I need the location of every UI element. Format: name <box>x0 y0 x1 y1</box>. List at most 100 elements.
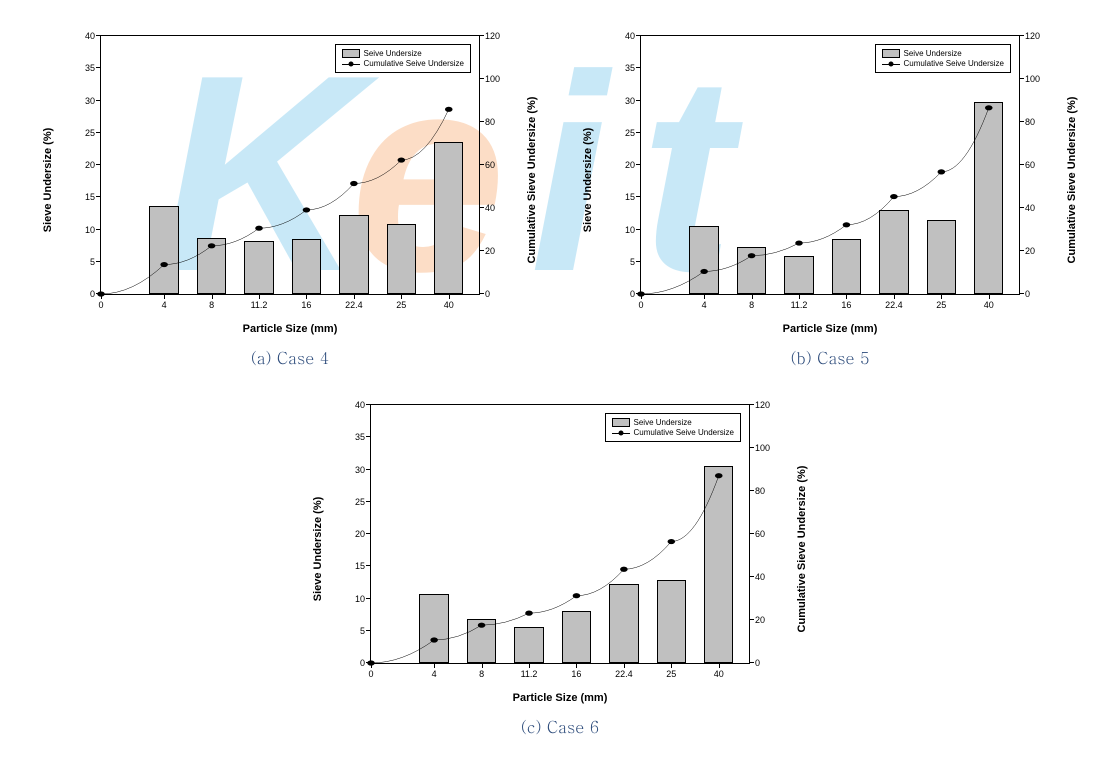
legend-bar-label: Seive Undersize <box>364 49 422 58</box>
chart-block-case6: Sieve Undersize (%) Cumulative Sieve Und… <box>310 389 810 738</box>
y-left-tick: 10 <box>625 225 641 235</box>
caption-case5: (b) Case 5 <box>791 346 870 369</box>
y-right-tick: 120 <box>1019 31 1040 41</box>
bar <box>244 241 273 294</box>
y-left-label: Sieve Undersize (%) <box>42 128 54 233</box>
bar <box>149 206 178 294</box>
y-right-tick: 60 <box>749 529 765 539</box>
y-right-tick: 80 <box>749 486 765 496</box>
y-right-tick: 60 <box>479 160 495 170</box>
y-left-tick: 30 <box>355 465 371 475</box>
y-left-label: Sieve Undersize (%) <box>582 128 594 233</box>
y-right-tick: 120 <box>479 31 500 41</box>
y-left-tick: 25 <box>625 128 641 138</box>
bar <box>784 256 813 294</box>
y-left-tick: 35 <box>85 63 101 73</box>
y-left-tick: 20 <box>625 160 641 170</box>
legend-line-label: Cumulative Seive Undersize <box>904 59 1005 68</box>
legend-bar-swatch <box>882 49 900 58</box>
caption-case6: (c) Case 6 <box>521 715 599 738</box>
legend-line-swatch <box>342 59 360 68</box>
y-right-tick: 20 <box>1019 246 1035 256</box>
y-left-tick: 5 <box>90 257 101 267</box>
x-label: Particle Size (mm) <box>513 692 608 704</box>
plot-area-case6: Seive Undersize Cumulative Seive Undersi… <box>370 404 750 664</box>
legend: Seive Undersize Cumulative Seive Undersi… <box>875 44 1012 73</box>
plot-area-case4: Seive Undersize Cumulative Seive Undersi… <box>100 35 480 295</box>
y-right-tick: 40 <box>749 572 765 582</box>
y-left-tick: 20 <box>355 529 371 539</box>
y-right-tick: 0 <box>749 658 760 668</box>
y-left-tick: 35 <box>625 63 641 73</box>
y-right-tick: 100 <box>479 74 500 84</box>
legend-line-label: Cumulative Seive Undersize <box>364 59 465 68</box>
bar <box>927 220 956 294</box>
y-left-tick: 15 <box>625 192 641 202</box>
y-right-tick: 0 <box>1019 289 1030 299</box>
y-left-tick: 10 <box>85 225 101 235</box>
y-left-tick: 10 <box>355 594 371 604</box>
chart-block-case5: Sieve Undersize (%) Cumulative Sieve Und… <box>580 20 1080 369</box>
y-right-tick: 60 <box>1019 160 1035 170</box>
bar <box>292 239 321 294</box>
caption-case4: (a) Case 4 <box>251 346 329 369</box>
legend-line-swatch <box>612 428 630 437</box>
y-left-tick: 25 <box>85 128 101 138</box>
y-left-tick: 40 <box>85 31 101 41</box>
y-right-tick: 0 <box>479 289 490 299</box>
charts-container: Sieve Undersize (%) Cumulative Sieve Und… <box>0 0 1120 758</box>
y-left-tick: 40 <box>355 400 371 410</box>
y-left-tick: 40 <box>625 31 641 41</box>
bar <box>562 611 591 663</box>
legend-bar-label: Seive Undersize <box>634 418 692 427</box>
y-right-label: Cumulative Sieve Undersize (%) <box>1066 97 1078 264</box>
y-right-tick: 20 <box>479 246 495 256</box>
bar <box>974 102 1003 294</box>
y-right-tick: 100 <box>1019 74 1040 84</box>
legend: Seive Undersize Cumulative Seive Undersi… <box>605 413 742 442</box>
bar <box>419 594 448 663</box>
chart-frame-case5: Sieve Undersize (%) Cumulative Sieve Und… <box>580 20 1080 340</box>
x-label: Particle Size (mm) <box>243 323 338 335</box>
y-right-tick: 120 <box>749 400 770 410</box>
y-left-tick: 20 <box>85 160 101 170</box>
y-left-tick: 35 <box>355 432 371 442</box>
y-left-tick: 5 <box>360 626 371 636</box>
bar <box>832 239 861 294</box>
chart-frame-case4: Sieve Undersize (%) Cumulative Sieve Und… <box>40 20 540 340</box>
legend-line-swatch <box>882 59 900 68</box>
bar <box>609 584 638 663</box>
y-left-tick: 25 <box>355 497 371 507</box>
bar <box>197 238 226 294</box>
y-right-tick: 40 <box>479 203 495 213</box>
y-left-tick: 30 <box>85 96 101 106</box>
y-right-tick: 20 <box>749 615 765 625</box>
bar <box>737 247 766 294</box>
bar <box>879 210 908 294</box>
y-left-tick: 15 <box>85 192 101 202</box>
bar <box>657 580 686 663</box>
legend-bar-label: Seive Undersize <box>904 49 962 58</box>
y-right-label: Cumulative Sieve Undersize (%) <box>526 97 538 264</box>
legend-bar-swatch <box>612 418 630 427</box>
bar <box>704 466 733 663</box>
chart-frame-case6: Sieve Undersize (%) Cumulative Sieve Und… <box>310 389 810 709</box>
y-right-tick: 100 <box>749 443 770 453</box>
plot-area-case5: Seive Undersize Cumulative Seive Undersi… <box>640 35 1020 295</box>
bar <box>387 224 416 294</box>
bar <box>467 619 496 664</box>
bar <box>689 226 718 294</box>
y-left-tick: 30 <box>625 96 641 106</box>
y-left-tick: 15 <box>355 561 371 571</box>
bar <box>514 627 543 663</box>
y-left-tick: 5 <box>630 257 641 267</box>
legend: Seive Undersize Cumulative Seive Undersi… <box>335 44 472 73</box>
y-right-tick: 80 <box>1019 117 1035 127</box>
chart-block-case4: Sieve Undersize (%) Cumulative Sieve Und… <box>40 20 540 369</box>
y-left-label: Sieve Undersize (%) <box>312 497 324 602</box>
y-right-tick: 80 <box>479 117 495 127</box>
bar <box>434 142 463 294</box>
y-right-tick: 40 <box>1019 203 1035 213</box>
y-right-label: Cumulative Sieve Undersize (%) <box>796 466 808 633</box>
legend-line-label: Cumulative Seive Undersize <box>634 428 735 437</box>
